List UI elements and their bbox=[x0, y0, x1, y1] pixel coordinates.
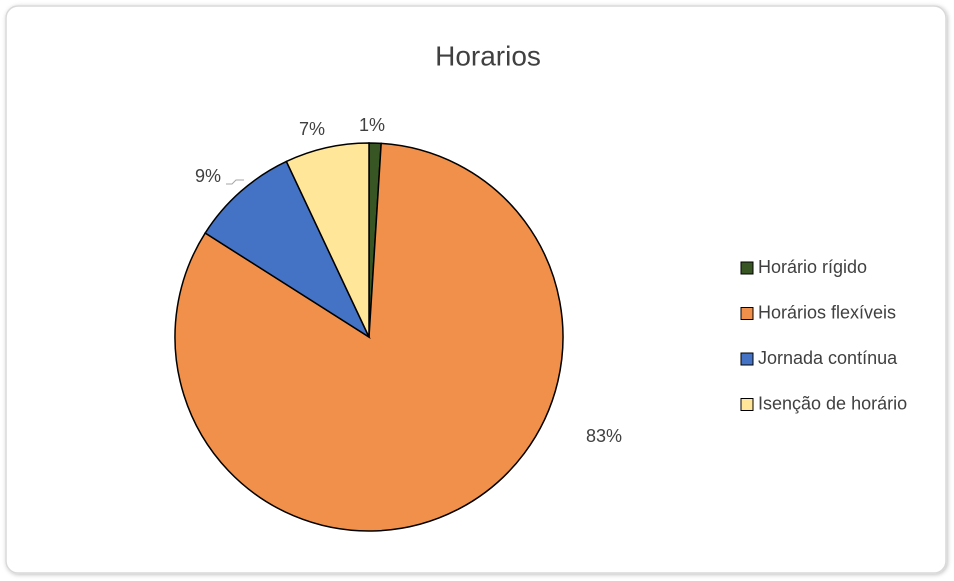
legend-label: Jornada contínua bbox=[758, 348, 898, 368]
legend-swatch bbox=[740, 398, 754, 411]
leader-line bbox=[226, 179, 244, 185]
legend-label: Horário rígido bbox=[758, 257, 867, 277]
legend-swatch bbox=[740, 352, 754, 366]
pie-slice bbox=[204, 160, 371, 340]
legend-swatch bbox=[740, 261, 754, 275]
data-label: 9% bbox=[195, 166, 221, 186]
data-label: 1% bbox=[359, 115, 385, 135]
chart-title: Horarios bbox=[435, 40, 541, 71]
legend-swatch bbox=[740, 307, 754, 320]
data-label: 83% bbox=[586, 426, 622, 446]
data-label: 7% bbox=[299, 119, 325, 139]
pie-slice bbox=[285, 142, 370, 338]
legend-label: Isenção de horário bbox=[758, 393, 907, 413]
legend-label: Horários flexíveis bbox=[758, 302, 896, 322]
